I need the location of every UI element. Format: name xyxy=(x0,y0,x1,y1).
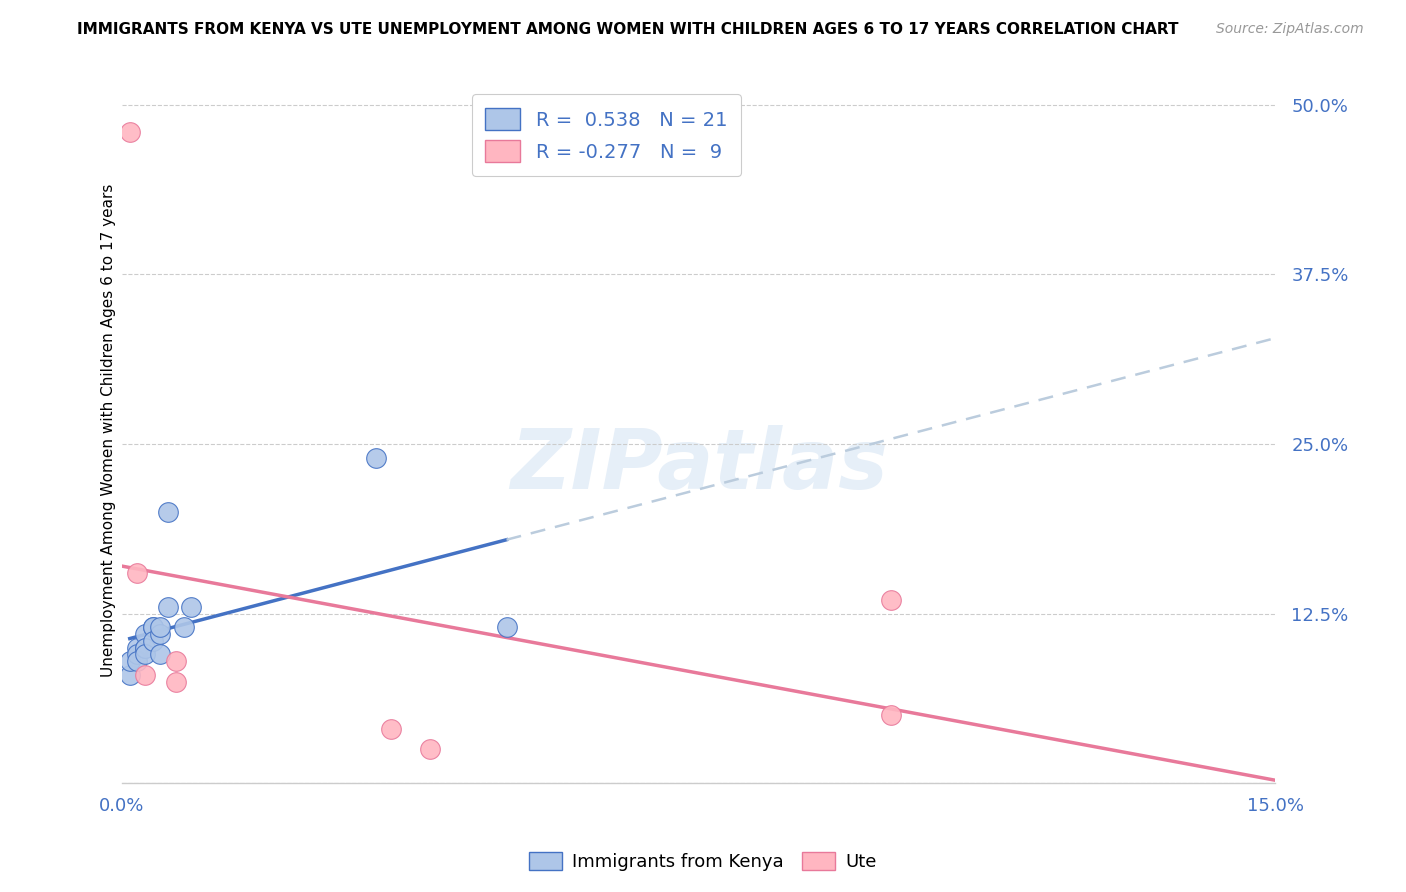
Point xyxy=(165,674,187,689)
Legend: Immigrants from Kenya, Ute: Immigrants from Kenya, Ute xyxy=(522,845,884,879)
Point xyxy=(157,599,180,614)
Point xyxy=(118,667,141,681)
Point xyxy=(419,742,441,756)
Point xyxy=(880,593,903,607)
Point xyxy=(157,505,180,519)
Point xyxy=(142,633,165,648)
Point xyxy=(134,667,156,681)
Point xyxy=(134,648,156,662)
Point xyxy=(118,125,141,139)
Point xyxy=(495,620,517,634)
Point xyxy=(149,620,172,634)
Point xyxy=(180,599,202,614)
Y-axis label: Unemployment Among Women with Children Ages 6 to 17 years: Unemployment Among Women with Children A… xyxy=(101,184,115,677)
Point xyxy=(142,620,165,634)
Text: ZIPatlas: ZIPatlas xyxy=(510,425,887,506)
Point xyxy=(127,640,149,655)
Point xyxy=(149,627,172,641)
Point xyxy=(127,566,149,580)
Point xyxy=(380,722,402,736)
Point xyxy=(364,450,387,465)
Point xyxy=(149,648,172,662)
Point xyxy=(165,654,187,668)
Point xyxy=(127,654,149,668)
Point xyxy=(127,648,149,662)
Point xyxy=(134,640,156,655)
Text: IMMIGRANTS FROM KENYA VS UTE UNEMPLOYMENT AMONG WOMEN WITH CHILDREN AGES 6 TO 17: IMMIGRANTS FROM KENYA VS UTE UNEMPLOYMEN… xyxy=(77,22,1178,37)
Point xyxy=(134,627,156,641)
Point xyxy=(142,620,165,634)
Legend: R =  0.538   N = 21, R = -0.277   N =  9: R = 0.538 N = 21, R = -0.277 N = 9 xyxy=(472,95,741,176)
Point xyxy=(134,640,156,655)
Text: Source: ZipAtlas.com: Source: ZipAtlas.com xyxy=(1216,22,1364,37)
Point xyxy=(880,708,903,723)
Point xyxy=(173,620,195,634)
Point xyxy=(118,654,141,668)
